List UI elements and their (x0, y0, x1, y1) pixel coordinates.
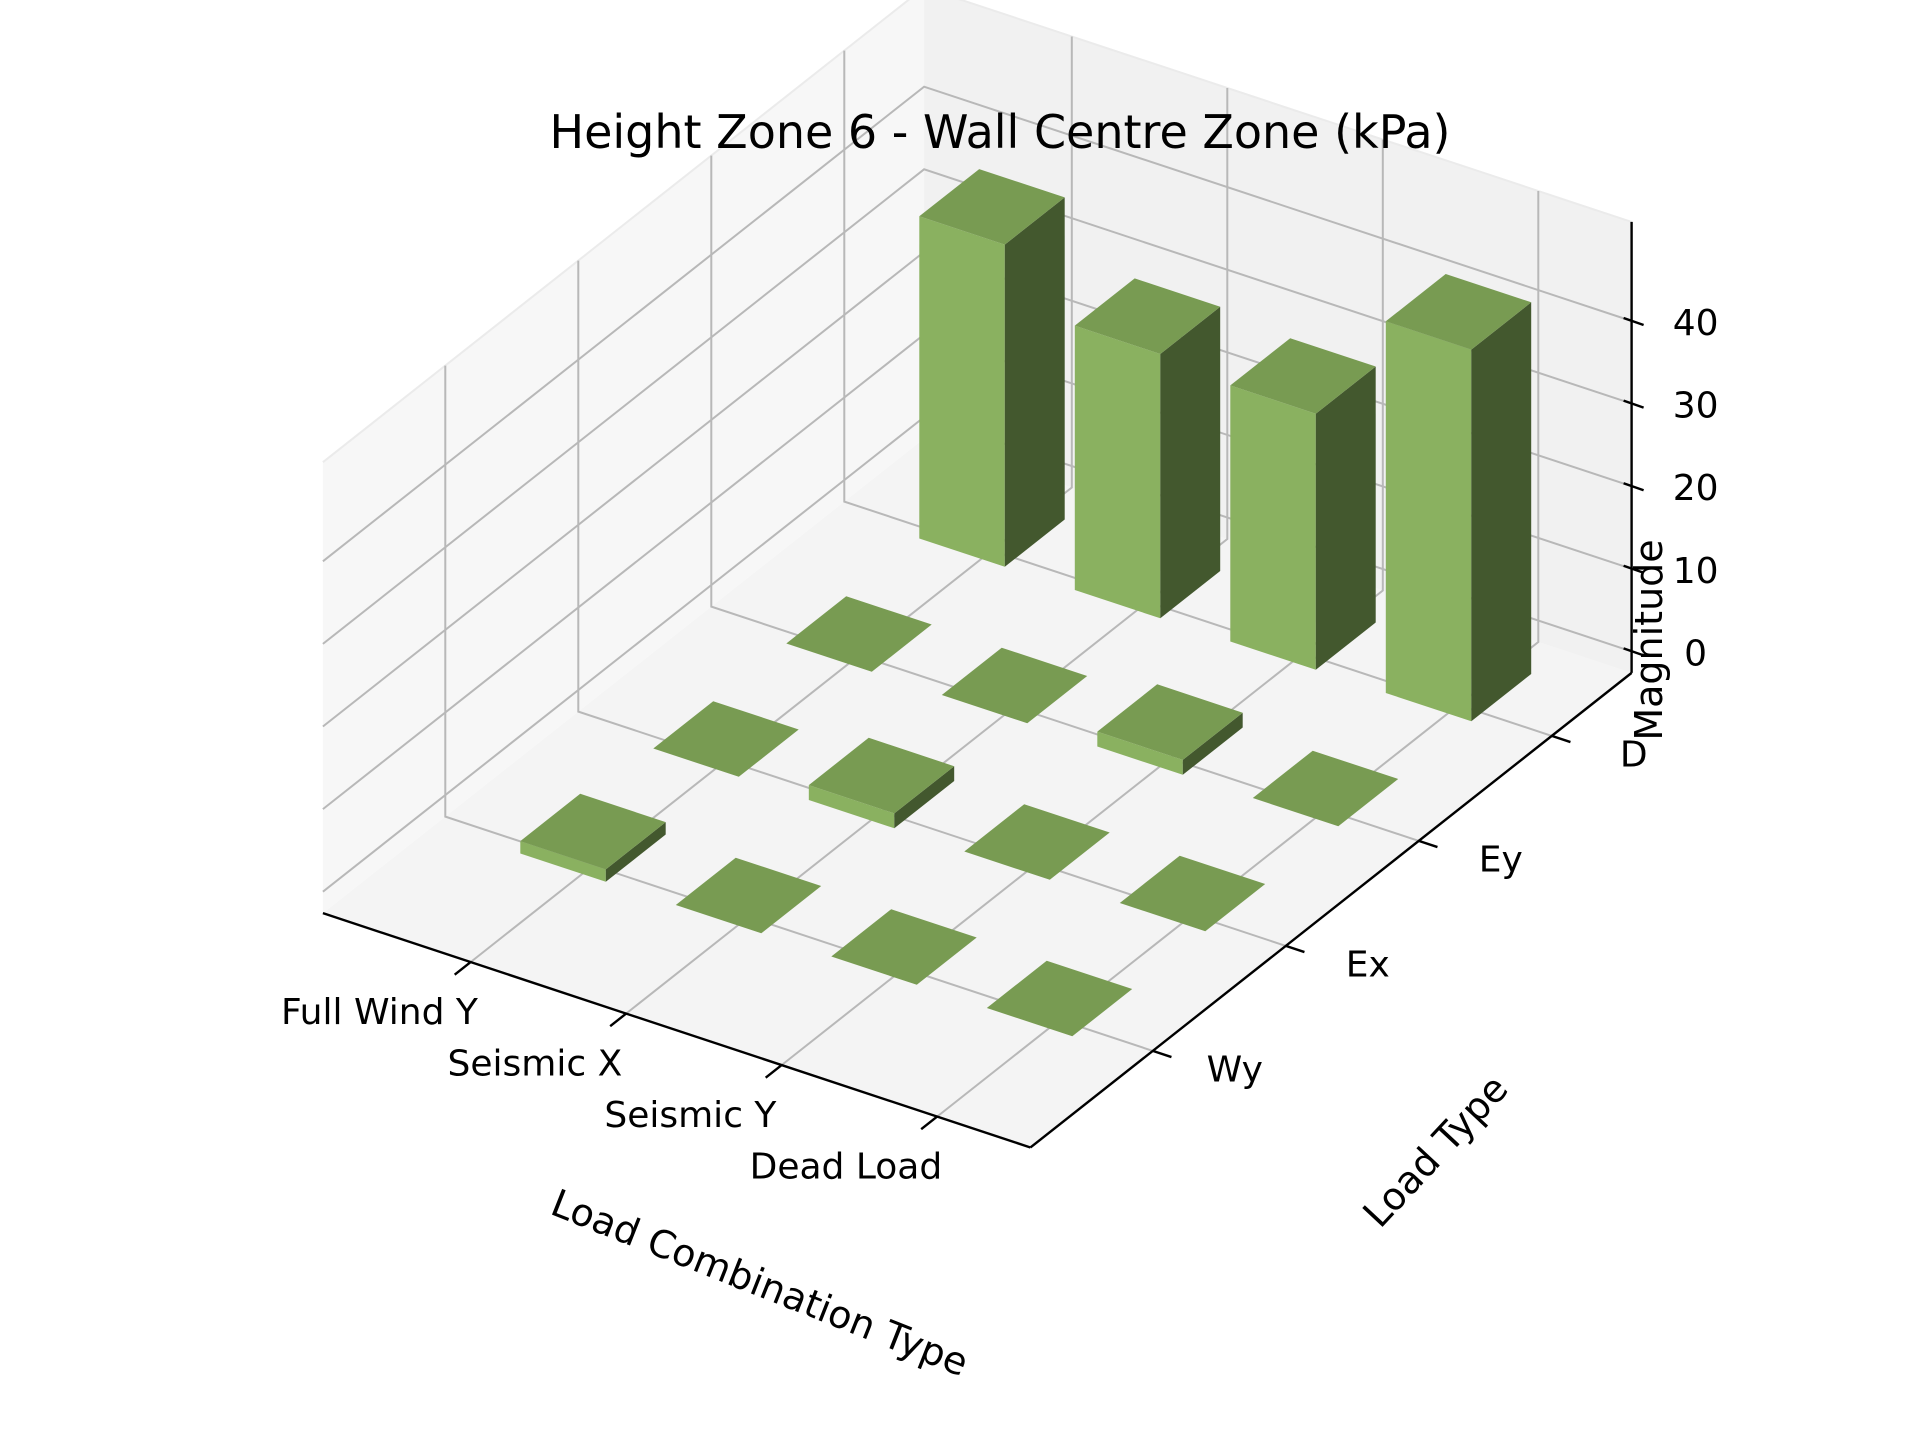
bar (653, 701, 799, 777)
bar-front-face (808, 785, 895, 829)
x-tick-label: Seismic Y (604, 1095, 777, 1136)
grid-line-x (936, 191, 1540, 1118)
bar-front-face (1230, 385, 1316, 670)
z-tick-mark (1623, 647, 1644, 657)
bar-side-face (1182, 712, 1243, 775)
bar-top-face (1252, 750, 1399, 827)
bar-top-face (919, 169, 1065, 245)
bar-top-face (831, 909, 977, 985)
bar (941, 647, 1088, 724)
bar (1252, 750, 1399, 827)
x-axis-label: Load Combination Type (545, 1181, 974, 1385)
bar-top-face (986, 960, 1133, 1037)
x-axis-line (322, 912, 1031, 1149)
bar-top-face (786, 596, 932, 672)
bar-top-face (1385, 274, 1532, 350)
bar (1230, 338, 1376, 670)
bar-front-face (520, 841, 606, 882)
bar (1097, 684, 1243, 775)
z-tick-mark (1623, 399, 1644, 409)
axis-lines: Full Wind Y Seismic X Seismic Y Dead Load Wy… (281, 221, 1719, 1188)
chart-title: Height Zone 6 - Wall Centre Zone (kPa) (550, 105, 1451, 159)
y-tick-mark (1285, 944, 1305, 954)
y-tick-label: Ex (1346, 944, 1390, 985)
z-tick-mark (1623, 564, 1644, 574)
z-tick-label: 30 (1673, 386, 1719, 427)
bar (1074, 278, 1221, 619)
bar-side-face (1004, 197, 1065, 567)
bar-side-face (1160, 306, 1221, 619)
z-tick-mark (1623, 316, 1644, 327)
bar (964, 804, 1110, 880)
bar-top-face (1097, 684, 1243, 760)
bar-side-face (894, 766, 955, 829)
bar-top-face (964, 804, 1110, 880)
y-axis-line (1029, 671, 1633, 1149)
x-tick-mark (609, 1012, 627, 1028)
grid-line-x (780, 139, 1384, 1066)
y-tick-label: Ey (1479, 839, 1523, 880)
y-tick-label: Wy (1207, 1049, 1263, 1090)
z-tick-label: 20 (1673, 468, 1719, 509)
bar-top-face (520, 793, 666, 870)
x-tick-label: Dead Load (750, 1147, 943, 1188)
y-tick-mark (1152, 1049, 1172, 1059)
pane-top-edge (322, 0, 1632, 463)
y-axis-label: Load Type (1354, 1066, 1516, 1235)
y-tick-mark (1551, 734, 1571, 744)
z-axis-label: Magnitude (1627, 539, 1671, 740)
bar-top-face (675, 857, 822, 934)
x-tick-label: Full Wind Y (281, 992, 479, 1033)
bar (831, 909, 977, 985)
bar-front-face (1097, 731, 1183, 775)
grid-line-x (625, 88, 1229, 1015)
bar-top-face (1230, 338, 1376, 414)
bar (808, 737, 955, 829)
bar (986, 960, 1133, 1037)
z-tick-label: 10 (1673, 551, 1719, 592)
x-tick-mark (453, 961, 472, 976)
z-tick-label: 0 (1684, 633, 1707, 674)
bar (786, 596, 932, 672)
bar-top-face (1074, 278, 1221, 354)
bar-top-face (653, 701, 799, 777)
grid-line-x (469, 36, 1073, 963)
bar-top-face (941, 647, 1088, 724)
bar (1119, 855, 1266, 932)
x-tick-label: Seismic X (448, 1044, 623, 1085)
left-wall-pane (322, 0, 925, 914)
y-tick-mark (1418, 839, 1438, 849)
bar-side-face (605, 822, 666, 882)
bar-side-face (1471, 302, 1532, 722)
bars (520, 169, 1532, 1037)
bar (919, 169, 1065, 567)
z-tick-label: 40 (1673, 303, 1719, 344)
bar (520, 793, 666, 882)
bar-top-face (1119, 855, 1266, 932)
bar-front-face (1074, 325, 1161, 619)
bar-side-face (1315, 366, 1376, 670)
z-tick-mark (1623, 482, 1644, 492)
bar (675, 857, 822, 934)
x-tick-mark (920, 1115, 938, 1131)
x-tick-mark (764, 1064, 783, 1079)
bar-front-face (919, 216, 1005, 567)
y-tick-label: D (1620, 734, 1648, 775)
grid-line-z (322, 85, 1632, 563)
bar-front-face (1385, 321, 1472, 722)
bar (1385, 274, 1532, 722)
bar-top-face (808, 737, 955, 814)
